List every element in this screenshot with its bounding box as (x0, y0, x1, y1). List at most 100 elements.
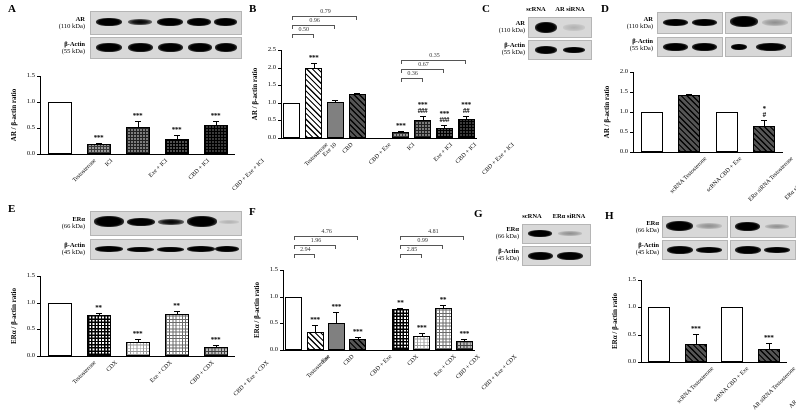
error-bar-cap (95, 143, 102, 144)
error-bar (176, 134, 178, 139)
panel-a-actin-blot-image (90, 37, 242, 59)
x-tick-label: CBD (342, 354, 356, 367)
bar (435, 128, 453, 138)
panel-f: F 0.0 0.5 1.0 1.5 ERα / β-actin ratio Testost… (245, 200, 519, 415)
bar (391, 308, 409, 350)
y-tick (37, 128, 40, 129)
panel-c: C scRNA AR siRNA AR (110 kDa) β-Actin (5… (481, 0, 593, 80)
error-bar-cap (310, 63, 317, 64)
panel-a-loading-kda: (55 kDa) (61, 48, 85, 56)
panel-e-actin-blot-image (90, 239, 242, 260)
x-axis (283, 350, 475, 351)
comparison-bracket (400, 236, 465, 240)
panel-h-actin-blot-image-right (730, 240, 796, 260)
bar (414, 119, 432, 138)
y-tick-label: 0.5 (267, 116, 276, 124)
error-bar-cap (397, 130, 404, 132)
bar (684, 343, 707, 362)
y-tick (37, 302, 40, 304)
bar (648, 307, 671, 362)
bar (327, 323, 345, 350)
panel-g-era-blot-image (522, 224, 591, 244)
y-tick (638, 334, 641, 336)
panel-a-letter: A (8, 3, 16, 15)
y-tick-label: 1.5 (26, 72, 35, 79)
x-axis (40, 356, 235, 357)
bar (678, 95, 701, 152)
panel-e-loading-kda: (45 kDa) (61, 249, 85, 257)
significance-marker: *** ### (439, 110, 450, 125)
y-tick (630, 92, 633, 93)
significance-marker: *** (763, 333, 774, 342)
comparison-bracket (400, 254, 422, 258)
error-bar (421, 332, 423, 336)
panel-d-letter: D (601, 3, 609, 15)
error-bar-cap (440, 304, 446, 306)
y-tick-label: 0.0 (267, 134, 276, 141)
panel-e-chart: 0.0 0.5 1.0 1.5 ERα / β-actin ratio Testoster… (0, 264, 270, 415)
bracket-p-value: 2.94 (292, 247, 319, 253)
error-bar-cap (134, 121, 141, 123)
significance-marker: * # (762, 104, 767, 119)
significance-marker: *** ### (417, 100, 428, 115)
y-tick-label: 1.0 (619, 108, 628, 115)
bracket-p-value: 0.35 (421, 53, 448, 59)
panel-h-chart: 0.0 0.5 1.0 1.5 ERα / β-actin ratio scRNA Tes… (601, 268, 796, 415)
panel-a-blot: AR (110 kDa) β-Actin (55 kDa) (0, 8, 245, 64)
panel-g-loading-name: β-Actin (498, 248, 519, 255)
significance-marker: *** (416, 323, 427, 332)
bar (721, 307, 744, 362)
y-tick-label: 0.0 (619, 148, 628, 155)
error-bar-cap (95, 313, 102, 315)
panel-d-blot-loading-label: β-Actin (55 kDa) (609, 38, 653, 53)
x-tick-label: Exe + ICI (147, 158, 169, 180)
y-axis (641, 280, 642, 362)
panel-f-letter: F (249, 206, 256, 218)
error-bar (313, 63, 315, 68)
panel-e-blot-protein-label: ERα (66 kDa) (25, 216, 85, 231)
error-bar (764, 119, 766, 127)
x-tick-label: ICI (103, 158, 114, 168)
panel-d-protein-kda: (110 kDa) (626, 23, 653, 31)
bar (125, 126, 150, 154)
x-tick-label: ICI (406, 142, 417, 152)
y-tick-label: 1.5 (267, 81, 276, 89)
panel-c-protein-kda: (110 kDa) (498, 27, 525, 35)
bracket-p-value: 4.81 (420, 229, 447, 235)
significance-marker: *** (132, 329, 143, 338)
panel-g-loading-kda: (45 kDa) (495, 255, 519, 263)
error-bar (443, 304, 444, 309)
error-bar-cap (354, 92, 361, 94)
y-axis-label: ERα / β-actin ratio (611, 292, 619, 350)
panel-f-chart: 0.0 0.5 1.0 1.5 ERα / β-actin ratio Testoster… (245, 228, 519, 415)
error-bar (336, 312, 338, 324)
panel-c-blot-loading-label: β-Actin (55 kDa) (481, 42, 525, 57)
y-tick-label: 1.5 (619, 88, 628, 95)
panel-e: E ERα (66 kDa) β-Actin (45 kDa) 0.0 0.5 1.… (0, 200, 270, 415)
panel-g-blot-loading-label: β-Actin (45 kDa) (475, 248, 519, 263)
x-tick-label: scRNA CBD + Exe (705, 156, 744, 194)
error-bar-cap (461, 338, 468, 340)
x-tick-label: Exe (320, 354, 332, 365)
y-axis-label: AR / β-actin ratio (603, 85, 611, 139)
error-bar-cap (173, 134, 180, 136)
bar (125, 341, 150, 356)
comparison-bracket (400, 69, 445, 73)
panel-b: B 0.0 0.5 1.0 1.5 2.0 2.5 AR / β-actin ratio Te… (245, 0, 516, 200)
panel-d-actin-blot-image-right (725, 37, 792, 57)
y-tick (638, 362, 641, 363)
bar (434, 308, 452, 350)
y-tick-label: 1.5 (627, 276, 636, 283)
significance-marker: *** (352, 327, 363, 336)
panel-g-actin-blot-image (522, 246, 591, 266)
error-bar (422, 115, 424, 120)
significance-marker: *** (210, 112, 221, 121)
error-bar (444, 125, 446, 129)
panel-d-loading-kda: (55 kDa) (629, 45, 653, 53)
error-bar-cap (692, 334, 699, 335)
panel-c-loading-kda: (55 kDa) (501, 49, 525, 57)
panel-c-protein-name: AR (515, 20, 525, 27)
bar (753, 126, 776, 152)
significance-marker: ** (95, 304, 102, 313)
y-tick (37, 356, 40, 357)
